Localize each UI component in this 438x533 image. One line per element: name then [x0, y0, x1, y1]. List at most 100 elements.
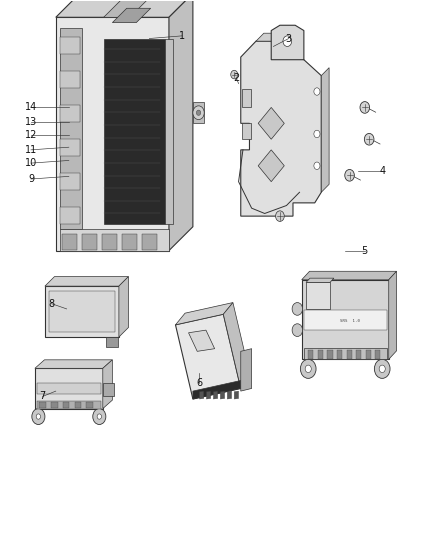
Polygon shape: [193, 381, 241, 399]
Polygon shape: [337, 350, 342, 359]
Polygon shape: [375, 350, 381, 359]
Text: 12: 12: [25, 130, 37, 140]
Circle shape: [36, 414, 41, 419]
Polygon shape: [258, 108, 284, 139]
Polygon shape: [188, 330, 215, 351]
Polygon shape: [227, 391, 232, 399]
Polygon shape: [104, 0, 154, 17]
Polygon shape: [82, 233, 97, 249]
Circle shape: [283, 36, 292, 46]
Text: SRS  1.0: SRS 1.0: [339, 319, 360, 322]
Text: 8: 8: [48, 298, 54, 309]
Polygon shape: [242, 89, 251, 108]
Polygon shape: [39, 402, 46, 408]
Polygon shape: [37, 401, 101, 409]
Polygon shape: [113, 9, 151, 22]
Polygon shape: [74, 402, 81, 408]
Polygon shape: [60, 173, 80, 190]
Polygon shape: [271, 25, 304, 60]
Polygon shape: [176, 314, 241, 399]
Polygon shape: [234, 391, 239, 399]
Polygon shape: [60, 105, 80, 122]
Circle shape: [32, 409, 45, 424]
Polygon shape: [60, 207, 80, 224]
Polygon shape: [60, 28, 82, 229]
Circle shape: [276, 211, 284, 221]
Polygon shape: [119, 277, 128, 337]
Polygon shape: [165, 38, 173, 224]
Polygon shape: [302, 271, 396, 280]
Polygon shape: [193, 102, 204, 123]
Polygon shape: [241, 41, 321, 216]
Polygon shape: [62, 233, 77, 249]
Circle shape: [305, 365, 311, 373]
Polygon shape: [60, 229, 169, 251]
Polygon shape: [37, 383, 101, 394]
Polygon shape: [86, 402, 93, 408]
Polygon shape: [306, 282, 330, 309]
Circle shape: [314, 162, 320, 169]
Polygon shape: [56, 17, 169, 251]
Polygon shape: [103, 383, 114, 397]
Polygon shape: [122, 233, 137, 249]
Polygon shape: [35, 360, 113, 368]
Polygon shape: [176, 303, 233, 325]
Polygon shape: [256, 33, 288, 41]
Polygon shape: [45, 286, 119, 337]
Circle shape: [93, 409, 106, 424]
Text: 10: 10: [25, 158, 37, 168]
Polygon shape: [51, 402, 57, 408]
Polygon shape: [102, 233, 117, 249]
Circle shape: [292, 303, 303, 316]
Polygon shape: [302, 280, 389, 359]
Polygon shape: [103, 360, 113, 409]
Text: 7: 7: [39, 391, 46, 401]
Polygon shape: [306, 278, 334, 282]
Polygon shape: [366, 350, 371, 359]
Text: 9: 9: [28, 174, 34, 184]
Circle shape: [314, 130, 320, 138]
Polygon shape: [104, 38, 165, 224]
Polygon shape: [356, 350, 361, 359]
Polygon shape: [304, 348, 387, 359]
Text: 11: 11: [25, 145, 37, 155]
Polygon shape: [56, 0, 193, 17]
Polygon shape: [389, 271, 396, 359]
Polygon shape: [242, 123, 251, 139]
Polygon shape: [304, 310, 387, 330]
Text: 1: 1: [179, 31, 185, 41]
Circle shape: [379, 365, 385, 373]
Polygon shape: [206, 391, 211, 399]
Circle shape: [300, 359, 316, 378]
Text: 4: 4: [379, 166, 385, 176]
Circle shape: [345, 169, 354, 181]
Polygon shape: [321, 68, 329, 192]
Polygon shape: [45, 277, 128, 286]
Polygon shape: [142, 233, 157, 249]
Polygon shape: [346, 350, 352, 359]
Polygon shape: [213, 391, 218, 399]
Text: 3: 3: [286, 34, 292, 44]
Polygon shape: [169, 0, 193, 251]
Polygon shape: [60, 139, 80, 156]
Circle shape: [193, 106, 204, 119]
Polygon shape: [199, 391, 204, 399]
Text: 13: 13: [25, 117, 37, 127]
Polygon shape: [220, 391, 225, 399]
Polygon shape: [35, 368, 103, 409]
Polygon shape: [241, 349, 252, 391]
Circle shape: [231, 70, 238, 79]
Circle shape: [97, 414, 102, 419]
Text: 5: 5: [362, 246, 368, 256]
Circle shape: [314, 88, 320, 95]
Polygon shape: [106, 337, 117, 346]
Polygon shape: [327, 350, 332, 359]
Circle shape: [360, 102, 370, 114]
Circle shape: [196, 110, 201, 115]
Circle shape: [292, 324, 303, 336]
Text: 6: 6: [196, 378, 202, 388]
Text: 14: 14: [25, 102, 37, 112]
Polygon shape: [60, 71, 80, 88]
Polygon shape: [60, 37, 80, 54]
Polygon shape: [308, 350, 314, 359]
